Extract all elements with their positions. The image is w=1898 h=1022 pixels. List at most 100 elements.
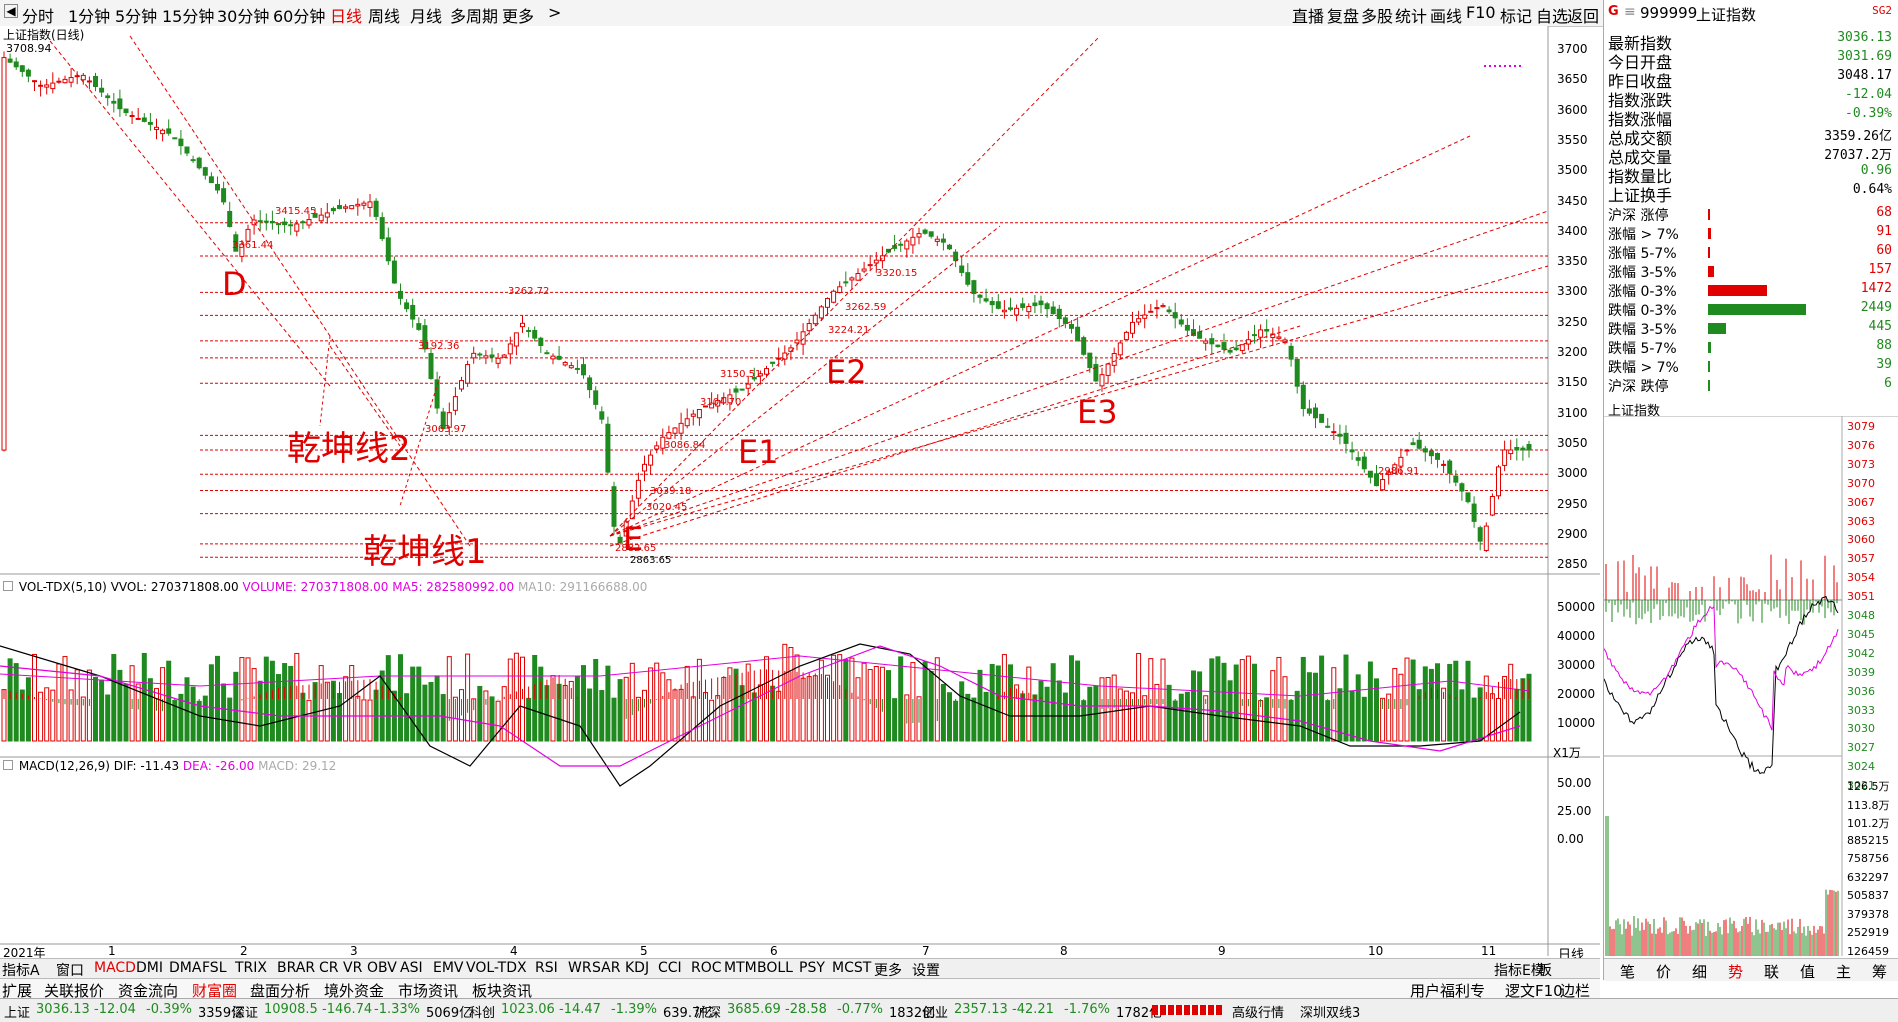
toolbar-button-3[interactable]: 统计: [1395, 7, 1428, 26]
quote-bottom-tab-0[interactable]: 笔: [1620, 963, 1636, 981]
period-tab-6[interactable]: 日线: [330, 7, 363, 26]
period-tab-3[interactable]: 15分钟: [162, 7, 215, 26]
quote-bottom-tab-1[interactable]: 价: [1656, 963, 1672, 981]
volume-bar: [1184, 691, 1190, 742]
indicator-tab-7[interactable]: BRAR: [277, 960, 316, 976]
function-tab-4[interactable]: 盘面分析: [250, 982, 311, 1000]
indicator-tab-0[interactable]: 指标A: [2, 963, 40, 979]
next-arrow-icon[interactable]: >: [548, 3, 562, 22]
function-tab-1[interactable]: 关联报价: [44, 982, 105, 1000]
function-tab-5[interactable]: 境外资金: [324, 982, 385, 1000]
indicator-tab-3[interactable]: DMI: [136, 960, 163, 976]
period-tab-7[interactable]: 周线: [368, 7, 401, 26]
candle-body: [1209, 338, 1215, 345]
candle-body: [1343, 432, 1349, 444]
indicator-tab-23[interactable]: MCST: [832, 960, 872, 976]
function-tab-6[interactable]: 市场资讯: [398, 982, 459, 1000]
indicator-tab-2[interactable]: MACD: [94, 960, 136, 976]
indicator-tab-6[interactable]: TRIX: [235, 960, 267, 976]
indicator-tab-8[interactable]: CR: [319, 960, 339, 976]
menu-icon[interactable]: ≡: [1624, 4, 1636, 20]
candle-body: [800, 331, 806, 345]
macd-indicator-title[interactable]: MACD(12,26,9) DIF: -11.43 DEA: -26.00 MA…: [3, 759, 336, 773]
indicator-tab-15[interactable]: WR: [568, 960, 592, 976]
candle-body: [965, 272, 971, 285]
price-mark: 3262.72: [508, 286, 550, 297]
candle-body: [178, 138, 184, 147]
status-extra-0[interactable]: 高级行情: [1232, 1006, 1285, 1021]
toolbar-button-1[interactable]: 复盘: [1327, 7, 1360, 26]
function-tab-0[interactable]: 扩展: [2, 982, 33, 1000]
indicator-tab-4[interactable]: DMA: [169, 960, 202, 976]
quote-bottom-tab-5[interactable]: 值: [1800, 963, 1816, 981]
indicator-tab-11[interactable]: ASI: [400, 960, 423, 976]
indicator-tab-5[interactable]: FSL: [202, 960, 227, 976]
annotation-e2: E2: [826, 353, 867, 391]
toolbar-button-7[interactable]: 自选: [1536, 7, 1569, 26]
quote-bottom-tab-3[interactable]: 势: [1728, 963, 1744, 981]
period-tab-10[interactable]: 更多: [502, 7, 535, 26]
status-extra-1[interactable]: 深圳双线3: [1300, 1006, 1361, 1021]
toolbar-button-6[interactable]: 标记: [1500, 7, 1533, 26]
indicator-tab-20[interactable]: MTM: [724, 960, 757, 976]
kline-chart-area[interactable]: [0, 26, 1600, 976]
quote-bottom-tab-4[interactable]: 联: [1764, 963, 1780, 981]
intraday-mini-chart[interactable]: [1604, 416, 1898, 971]
candle-body: [1428, 450, 1434, 457]
indicator-tab-17[interactable]: KDJ: [625, 960, 650, 976]
function-right-tab-0[interactable]: 用户福利专: [1410, 982, 1486, 1000]
indicator-tab-14[interactable]: RSI: [535, 960, 558, 976]
indicator-tab-1[interactable]: 窗口: [56, 963, 84, 979]
period-tab-5[interactable]: 60分钟: [273, 7, 326, 26]
candle-body: [751, 376, 757, 380]
indicator-right-tab-0[interactable]: 指标E模: [1494, 963, 1545, 979]
volume-axis-label: 30000: [1557, 658, 1596, 672]
volume-bar: [446, 656, 452, 742]
function-tab-3[interactable]: 财富圈: [192, 982, 238, 1000]
function-right-tab-1[interactable]: 逻文F10: [1505, 982, 1563, 1000]
indicator-tab-12[interactable]: EMV: [433, 960, 464, 976]
indicator-tab-18[interactable]: CCI: [658, 960, 682, 976]
indicator-tab-21[interactable]: BOLL: [757, 960, 793, 976]
toolbar-button-2[interactable]: 多股: [1361, 7, 1394, 26]
volume-bar: [635, 696, 641, 742]
toolbar-button-8[interactable]: 返回: [1567, 7, 1600, 26]
function-tab-2[interactable]: 资金流向: [118, 982, 179, 1000]
expand-icon[interactable]: [3, 581, 13, 591]
period-tab-1[interactable]: 1分钟: [68, 7, 111, 26]
indicator-tab-22[interactable]: PSY: [799, 960, 825, 976]
indicator-tab-16[interactable]: SAR: [592, 960, 621, 976]
quote-bottom-tab-6[interactable]: 主: [1836, 963, 1852, 981]
expand-icon[interactable]: [3, 760, 13, 770]
volume-axis-label: 10000: [1557, 716, 1596, 730]
function-tab-7[interactable]: 板块资讯: [472, 982, 533, 1000]
quote-bottom-tab-2[interactable]: 细: [1692, 963, 1708, 981]
function-right-tab-2[interactable]: 边栏: [1560, 982, 1591, 1000]
toolbar-button-4[interactable]: 画线: [1430, 7, 1463, 26]
mini-axis-label: 3054: [1847, 571, 1875, 585]
candle-body: [745, 383, 751, 389]
toolbar-button-0[interactable]: 直播: [1292, 7, 1325, 26]
volume-indicator-title[interactable]: VOL-TDX(5,10) VVOL: 270371808.00 VOLUME:…: [3, 580, 647, 594]
period-tab-4[interactable]: 30分钟: [217, 7, 270, 26]
indicator-tab-19[interactable]: ROC: [691, 960, 722, 976]
quote-bottom-tab-7[interactable]: 筹: [1872, 963, 1888, 981]
status-kc-name: 科创: [469, 1006, 496, 1021]
indicator-tab-25[interactable]: 设置: [912, 963, 940, 979]
period-tab-2[interactable]: 5分钟: [115, 7, 158, 26]
toolbar-button-5[interactable]: F10: [1466, 3, 1496, 22]
indicator-tab-13[interactable]: VOL-TDX: [466, 960, 527, 976]
period-tab-8[interactable]: 月线: [410, 7, 443, 26]
collapse-icon[interactable]: ◀: [4, 4, 18, 18]
indicator-tab-24[interactable]: 更多: [874, 963, 902, 979]
status-bar: 上证 3036.13 -12.04 -0.39% 3359亿 深证 10908.5 -146.…: [0, 998, 1898, 1022]
annotation-e3: E3: [1077, 393, 1118, 431]
indicator-right-tab-1[interactable]: 板: [1538, 963, 1552, 979]
period-tab-0[interactable]: 分时: [22, 7, 55, 26]
indicator-tab-9[interactable]: VR: [343, 960, 363, 976]
period-tab-9[interactable]: 多周期: [450, 7, 499, 26]
volume-bar: [245, 657, 251, 742]
indicator-tab-10[interactable]: OBV: [367, 960, 397, 976]
quote-row: 上证换手 0.64%: [1608, 182, 1894, 205]
price-axis-label: 3400: [1557, 223, 1588, 238]
